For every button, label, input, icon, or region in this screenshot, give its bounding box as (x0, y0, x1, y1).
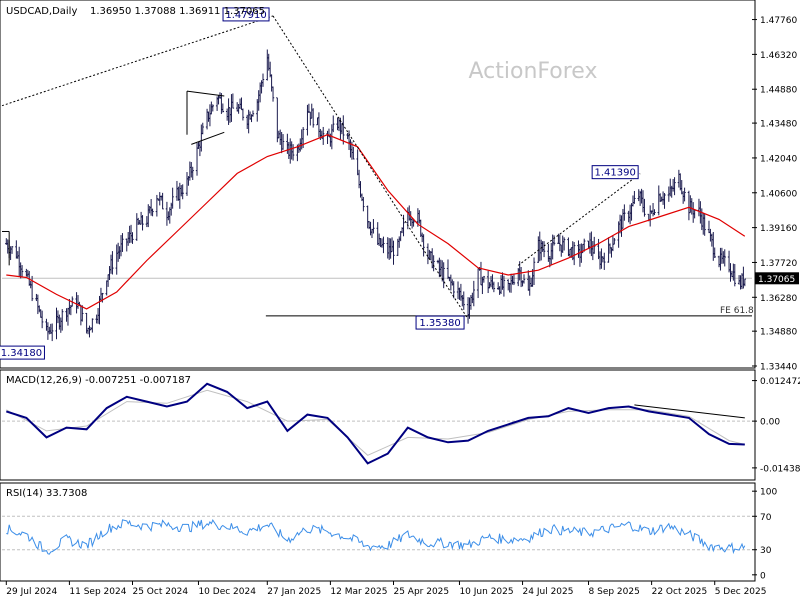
macd-axis-tick-label: 0.012472 (760, 377, 800, 387)
moving-average-line (6, 134, 746, 310)
price-annotation-box (415, 315, 465, 330)
flag-top-line (186, 90, 225, 97)
trendline-rise (517, 173, 641, 266)
price-axis-tick-label: 1.40600 (760, 189, 797, 199)
macd-axis-tick-label: 0.00 (760, 418, 780, 428)
ohlc-readout: 1.36950 1.37088 1.36911 1.37065 (90, 6, 265, 17)
time-axis-tick-label: 10 Jun 2025 (459, 587, 513, 597)
price-plot: FE 61.8 1.47910 1.34180 1.35380 1.41390 (0, 7, 754, 360)
macd-axis: 0.012472 0.00 -0.014389 (752, 377, 800, 474)
trendline-resistance (1, 15, 274, 107)
price-annotation-label: 1.41390 (594, 168, 635, 179)
macd-axis-tick-label: -0.014389 (760, 464, 800, 474)
time-axis-tick-label: 22 Oct 2025 (652, 587, 708, 597)
current-price-tag-label: 1.37065 (758, 275, 795, 285)
rsi-axis-tick-label: 70 (760, 513, 772, 523)
price-annotation-box (591, 165, 639, 180)
macd-label: MACD(12,26,9) -0.007251 -0.007187 (6, 375, 191, 386)
price-annotation-label: 1.35380 (419, 318, 460, 329)
price-axis-tick-label: 1.46320 (760, 51, 797, 61)
time-axis-tick-label: 27 Jan 2025 (267, 587, 321, 597)
price-axis-tick-label: 1.36280 (760, 294, 797, 304)
price-axis-tick-label: 1.42040 (760, 154, 797, 164)
rsi-axis-tick-label: 30 (760, 546, 772, 556)
time-axis-tick-label: 24 Jul 2025 (523, 587, 574, 597)
watermark: ActionForex (469, 59, 598, 84)
trendline-decline (272, 15, 469, 320)
rsi-axis-tick-label: 100 (760, 488, 777, 498)
rsi-line (6, 519, 746, 555)
time-axis-tick-label: 29 Jul 2024 (6, 587, 57, 597)
time-axis-tick-label: 8 Sep 2025 (589, 587, 640, 597)
time-axis-tick-label: 5 Dec 2025 (715, 587, 767, 597)
rsi-axis: 100 70 30 0 (752, 488, 777, 581)
time-axis-tick-label: 25 Apr 2025 (393, 587, 449, 597)
time-axis-tick-label: 25 Oct 2024 (132, 587, 188, 597)
price-axis-tick-label: 1.33440 (760, 363, 797, 373)
price-axis-tick-label: 1.37720 (760, 259, 797, 269)
price-axis-tick-label: 1.39160 (760, 224, 797, 234)
macd-pane-frame (0, 369, 756, 481)
price-axis-tick-label: 1.44880 (760, 86, 797, 96)
time-axis: 29 Jul 2024 11 Sep 2024 25 Oct 2024 10 Dec … (5, 581, 767, 597)
current-price-tag (755, 272, 799, 285)
price-annotation-box (222, 7, 270, 22)
price-annotation-label: 1.47910 (225, 10, 266, 21)
price-pane-frame (0, 0, 756, 369)
rsi-pane-frame (0, 482, 756, 582)
price-pane: ActionForex FE 61.8 1.47910 1.34180 1.35380… (0, 0, 799, 373)
macd-plot (2, 382, 752, 465)
price-annotation-label: 1.34180 (1, 348, 42, 359)
price-axis-tick-label: 1.43480 (760, 120, 797, 130)
flag-bottom-line (191, 131, 225, 145)
rsi-pane: RSI(14) 33.7308 100 70 30 0 (0, 482, 777, 582)
rsi-label: RSI(14) 33.7308 (6, 488, 87, 499)
time-axis-tick-label: 12 Mar 2025 (330, 587, 387, 597)
fe-61-8-label: FE 61.8 (720, 306, 754, 316)
macd-divergence-line (634, 404, 745, 419)
time-axis-tick-label: 11 Sep 2024 (69, 587, 126, 597)
price-annotation-box (0, 345, 45, 360)
price-axis-tick-label: 1.34880 (760, 328, 797, 338)
time-axis-tick-label: 10 Dec 2024 (198, 587, 256, 597)
price-axis-tick-label: 1.47760 (760, 16, 797, 26)
symbol-label: USDCAD,Daily (6, 6, 77, 17)
rsi-axis-tick-label: 0 (760, 571, 766, 581)
rsi-plot (2, 515, 752, 555)
macd-line (5, 382, 745, 465)
macd-pane: MACD(12,26,9) -0.007251 -0.007187 0.0124… (0, 369, 800, 481)
price-axis: 1.47760 1.46320 1.44880 1.43480 1.42040 1.406… (752, 16, 799, 373)
